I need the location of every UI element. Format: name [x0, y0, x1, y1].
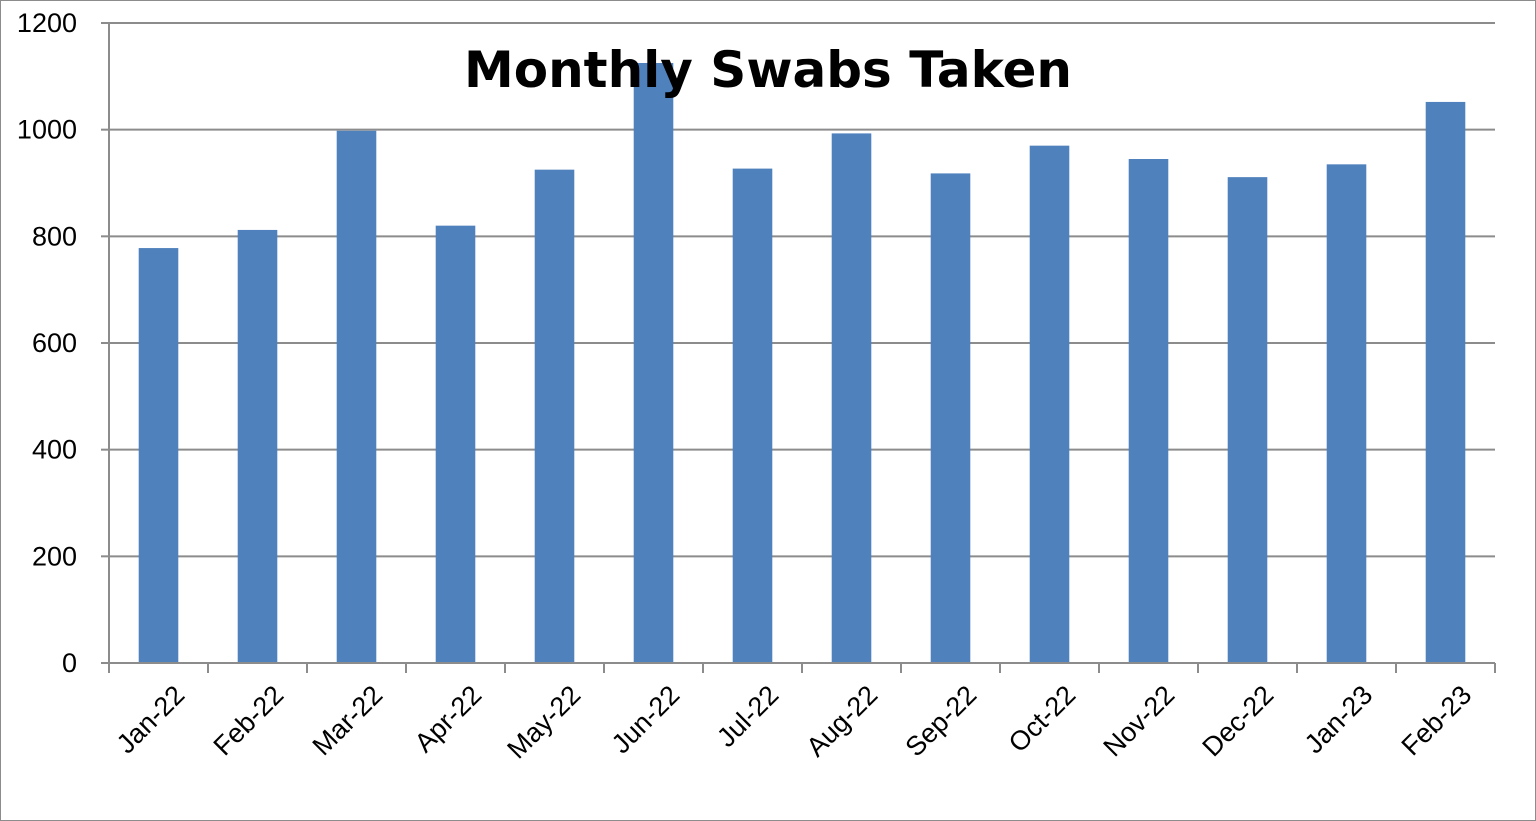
x-tick-label: Oct-22 — [1003, 680, 1082, 759]
bar-jan-22 — [138, 248, 179, 664]
y-tick-label: 1000 — [17, 115, 77, 145]
x-tick-label: May-22 — [501, 680, 586, 765]
x-tick-label: Jan-22 — [111, 680, 191, 760]
bar-oct-22 — [1029, 145, 1070, 663]
bars — [138, 63, 1466, 664]
y-tick-label: 0 — [62, 648, 77, 678]
x-tick-label: Jul-22 — [711, 680, 784, 753]
x-tick-label: Aug-22 — [801, 680, 884, 763]
x-tick-label: Jan-23 — [1299, 680, 1379, 760]
x-tick-label: Apr-22 — [409, 680, 488, 759]
bar-aug-22 — [831, 133, 872, 663]
y-tick-labels: 0 200 400 600 800 1000 1200 — [17, 8, 109, 678]
chart-title: Monthly Swabs Taken — [464, 41, 1072, 99]
x-tick-label: Sep-22 — [900, 680, 983, 763]
bar-sep-22 — [930, 173, 971, 663]
bar-feb-22 — [237, 229, 278, 663]
x-tick-label: Feb-23 — [1396, 680, 1478, 762]
bar-jul-22 — [732, 168, 773, 663]
bar-mar-22 — [336, 130, 377, 663]
bar-feb-23 — [1425, 101, 1466, 663]
y-tick-label: 800 — [32, 221, 77, 251]
y-tick-label: 400 — [32, 435, 77, 465]
bar-apr-22 — [435, 225, 476, 663]
y-tick-label: 1200 — [17, 8, 77, 38]
bar-may-22 — [534, 169, 575, 663]
x-tick-label: Dec-22 — [1197, 680, 1280, 763]
bar-nov-22 — [1128, 159, 1169, 663]
x-tick-label: Nov-22 — [1098, 680, 1181, 763]
y-tick-label: 200 — [32, 541, 77, 571]
bar-jan-23 — [1326, 164, 1367, 664]
y-tick-label: 600 — [32, 328, 77, 358]
x-tick-label: Feb-22 — [208, 680, 290, 762]
bar-jun-22 — [633, 63, 674, 663]
bar-dec-22 — [1227, 177, 1268, 663]
x-tick-label: Mar-22 — [307, 680, 389, 762]
x-tick-labels: Jan-22 Feb-22 Mar-22 Apr-22 May-22 Jun-22 Jul-… — [108, 663, 1496, 765]
gridlines — [109, 22, 1495, 558]
x-tick-label: Jun-22 — [606, 680, 686, 760]
